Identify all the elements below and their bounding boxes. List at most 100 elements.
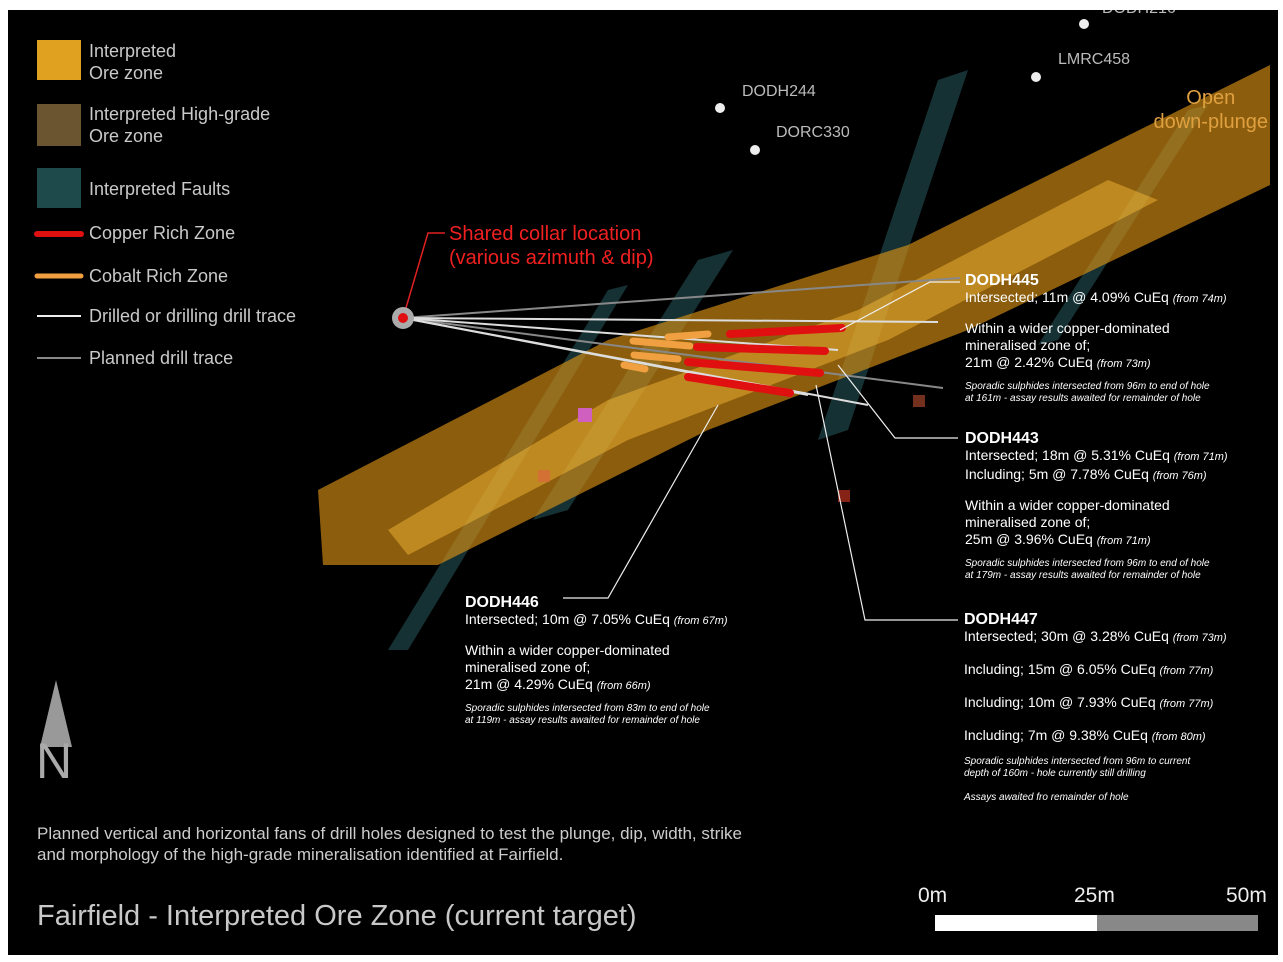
- swatch-faults: [37, 168, 81, 208]
- legend-line: Interpreted High-grade: [89, 103, 270, 125]
- callout-title: DODH445: [965, 272, 1227, 289]
- result-note: (from 73m): [1173, 632, 1227, 644]
- result: Including; 7m @ 9.38% CuEq (from 80m): [964, 727, 1227, 746]
- collar-label: Shared collar location(various azimuth &…: [449, 222, 654, 270]
- legend-swatches: [37, 40, 81, 358]
- result: 21m @ 4.29% CuEq (from 66m): [465, 676, 728, 695]
- wider-text: Within a wider copper-dominated: [465, 642, 728, 659]
- legend-line: Ore zone: [89, 62, 176, 84]
- swatch-high-grade: [37, 104, 81, 146]
- scale-label: 25m: [1074, 884, 1115, 908]
- note: Sporadic sulphides intersected from 96m …: [965, 558, 1228, 570]
- result: Including; 15m @ 6.05% CuEq (from 77m): [964, 661, 1227, 680]
- callout-title: DODH446: [465, 594, 728, 611]
- scale-bar-white: [935, 915, 1097, 931]
- scale-bar-gray: [1097, 915, 1258, 931]
- result-text: Including; 5m @ 7.78% CuEq: [965, 466, 1149, 482]
- hole-label: LMRC458: [1058, 51, 1130, 69]
- result-note: (from 67m): [674, 615, 728, 627]
- note: at 179m - assay results awaited for rema…: [965, 570, 1228, 582]
- result: Intersected; 10m @ 7.05% CuEq (from 67m): [465, 611, 728, 630]
- note: at 161m - assay results awaited for rema…: [965, 393, 1227, 405]
- result-text: Intersected; 11m @ 4.09% CuEq: [965, 289, 1169, 305]
- collar-line: Shared collar location: [449, 222, 654, 246]
- page: InterpretedOre zone Interpreted High-gra…: [0, 0, 1283, 962]
- result-note: (from 76m): [1153, 470, 1207, 482]
- cobalt-zone: [634, 355, 678, 359]
- cobalt-zone: [668, 334, 708, 337]
- hole-collar: [750, 145, 760, 155]
- hole-label: DODH216: [1102, 10, 1176, 18]
- note: at 119m - assay results awaited for rema…: [465, 715, 728, 727]
- result-text: 25m @ 3.96% CuEq: [965, 531, 1093, 547]
- result: Including; 10m @ 7.93% CuEq (from 77m): [964, 694, 1227, 713]
- hole-collar: [1079, 19, 1089, 29]
- result: Intersected; 30m @ 3.28% CuEq (from 73m): [964, 628, 1227, 647]
- swatch-ore: [37, 40, 81, 80]
- result-text: Intersected; 30m @ 3.28% CuEq: [964, 628, 1169, 644]
- legend-label: Planned drill trace: [89, 347, 233, 369]
- result: Intersected; 18m @ 5.31% CuEq (from 71m): [965, 447, 1228, 466]
- hole-collar: [1031, 72, 1041, 82]
- north-label: N: [36, 732, 72, 790]
- scale-label: 0m: [918, 884, 947, 908]
- legend-line: Interpreted: [89, 40, 176, 62]
- collar-line: (various azimuth & dip): [449, 246, 654, 270]
- scale-label: 50m: [1226, 884, 1267, 908]
- plunge-line: down-plunge: [1153, 110, 1268, 134]
- callout: DODH447 Intersected; 30m @ 3.28% CuEq (f…: [964, 611, 1227, 804]
- blob: [913, 395, 925, 407]
- result: 25m @ 3.96% CuEq (from 71m): [965, 531, 1228, 550]
- blob: [578, 408, 592, 422]
- collar-leader: [403, 233, 445, 318]
- note: Sporadic sulphides intersected from 96m …: [965, 381, 1227, 393]
- description: Planned vertical and horizontal fans of …: [37, 823, 742, 865]
- plunge-line: Open: [1153, 86, 1268, 110]
- result-note: (from 71m): [1174, 451, 1228, 463]
- hole-label: DODH244: [742, 83, 816, 101]
- legend-label: Cobalt Rich Zone: [89, 265, 228, 287]
- blob: [538, 470, 550, 482]
- note: Assays awaited fro remainder of hole: [964, 792, 1227, 804]
- result: Including; 5m @ 7.78% CuEq (from 76m): [965, 466, 1228, 485]
- hole-collar: [715, 103, 725, 113]
- cobalt-zone: [624, 365, 645, 369]
- result-note: (from 77m): [1160, 665, 1214, 677]
- result-note: (from 66m): [597, 680, 651, 692]
- result-text: Including; 7m @ 9.38% CuEq: [964, 727, 1148, 743]
- result-text: Intersected; 18m @ 5.31% CuEq: [965, 447, 1170, 463]
- note: Sporadic sulphides intersected from 96m …: [964, 756, 1227, 768]
- title: Fairfield - Interpreted Ore Zone (curren…: [37, 900, 637, 933]
- hole-label: DORC330: [776, 124, 850, 142]
- result-note: (from 73m): [1097, 358, 1151, 370]
- callout-title: DODH447: [964, 611, 1227, 628]
- result-text: Including; 10m @ 7.93% CuEq: [964, 694, 1156, 710]
- result-note: (from 71m): [1097, 535, 1151, 547]
- callout-title: DODH443: [965, 430, 1228, 447]
- cobalt-zone: [633, 341, 690, 346]
- result-text: Intersected; 10m @ 7.05% CuEq: [465, 611, 670, 627]
- wider-text: mineralised zone of;: [465, 659, 728, 676]
- legend-label: Copper Rich Zone: [89, 222, 235, 244]
- copper-zone: [697, 347, 825, 351]
- wider-text: mineralised zone of;: [965, 514, 1228, 531]
- note: depth of 160m - hole currently still dri…: [964, 768, 1227, 780]
- result-text: 21m @ 4.29% CuEq: [465, 676, 593, 692]
- wider-text: Within a wider copper-dominated: [965, 320, 1227, 337]
- collar-center: [398, 313, 408, 323]
- result-text: Including; 15m @ 6.05% CuEq: [964, 661, 1156, 677]
- wider-text: Within a wider copper-dominated: [965, 497, 1228, 514]
- result-text: 21m @ 2.42% CuEq: [965, 354, 1093, 370]
- callout: DODH445 Intersected; 11m @ 4.09% CuEq (f…: [965, 272, 1227, 405]
- result-note: (from 77m): [1160, 698, 1214, 710]
- note: Sporadic sulphides intersected from 83m …: [465, 703, 728, 715]
- legend-label: Interpreted Faults: [89, 178, 230, 200]
- result-note: (from 74m): [1173, 293, 1227, 305]
- legend-line: Ore zone: [89, 125, 270, 147]
- result: 21m @ 2.42% CuEq (from 73m): [965, 354, 1227, 373]
- legend-label: Drilled or drilling drill trace: [89, 305, 296, 327]
- callout: DODH446 Intersected; 10m @ 7.05% CuEq (f…: [465, 594, 728, 727]
